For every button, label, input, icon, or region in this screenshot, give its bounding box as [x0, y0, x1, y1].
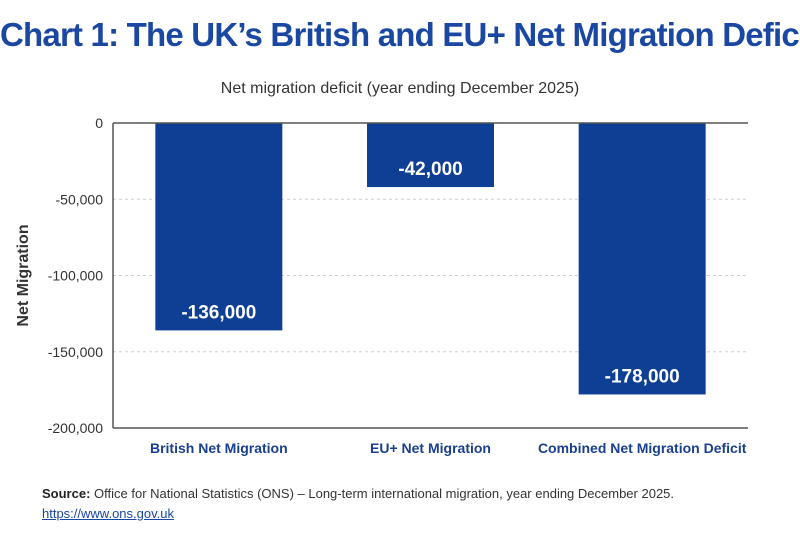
- labels: 0 -50,000 -100,000 -150,000 -200,000 -136,000…: [15, 115, 747, 456]
- chart-title: Chart 1: The UK’s British and EU+ Net Mi…: [0, 16, 800, 53]
- data-label: -178,000: [605, 366, 680, 387]
- y-axis-label: Net Migration: [15, 224, 32, 326]
- bar: [367, 123, 494, 188]
- y-tick-label: 0: [95, 115, 103, 131]
- source-link[interactable]: https://www.ons.gov.uk: [42, 506, 174, 521]
- y-tick-label: -150,000: [48, 344, 103, 360]
- y-tick-label: -100,000: [48, 268, 103, 284]
- axes: [112, 122, 748, 429]
- chart-subtitle: Net migration deficit (year ending Decem…: [220, 80, 580, 97]
- data-label: -136,000: [181, 302, 256, 323]
- source-label: Source:: [42, 486, 91, 501]
- x-tick-label: Combined Net Migration Deficit: [538, 440, 747, 456]
- bar: [578, 123, 706, 395]
- y-tick-label: -50,000: [56, 191, 104, 207]
- x-tick-label: British Net Migration: [150, 440, 288, 456]
- y-tick-label: -200,000: [48, 420, 103, 436]
- source-text: Office for National Statistics (ONS) – L…: [94, 486, 675, 501]
- source-note: Source: Office for National Statistics (…: [42, 484, 762, 524]
- bars: [155, 123, 706, 395]
- data-label: -42,000: [398, 159, 462, 180]
- x-tick-label: EU+ Net Migration: [370, 440, 491, 456]
- bar: [155, 123, 283, 331]
